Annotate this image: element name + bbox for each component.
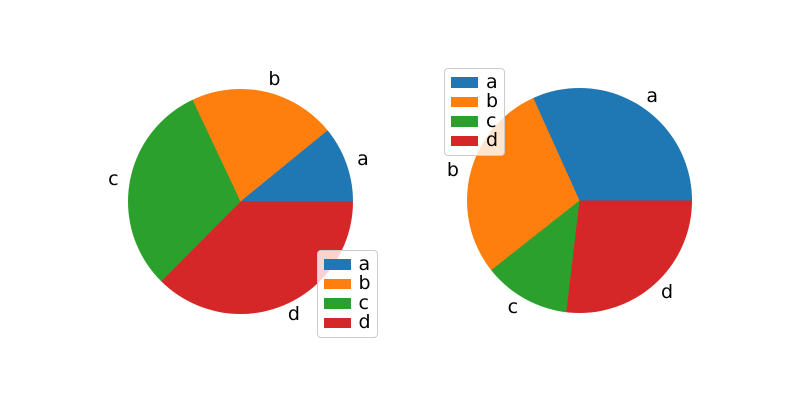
pie-left-legend-swatch-a	[323, 259, 351, 270]
pie-left-legend-item-a: a	[323, 252, 371, 275]
pie-left-legend-swatch-c	[323, 298, 351, 309]
pie-left-legend-label-b: b	[358, 272, 371, 295]
pie-right-legend-label-c: c	[486, 109, 497, 132]
pie-left-slice-label-c: c	[108, 167, 119, 190]
pie-left-legend-swatch-d	[323, 317, 351, 328]
pie-left-legend-item-c: c	[323, 291, 371, 314]
pie-right-legend-swatch-b	[451, 96, 478, 107]
pie-right-slice-label-a: a	[646, 84, 659, 107]
pie-right-legend-item-c: c	[451, 109, 498, 132]
pie-left-legend-label-c: c	[358, 291, 369, 314]
pie-right-legend-label-a: a	[486, 70, 498, 93]
pie-left-legend-item-b: b	[323, 272, 371, 295]
pie-right-legend-item-b: b	[451, 92, 498, 112]
pie-left-slice-label-d: d	[287, 303, 300, 326]
pie-right-legend-label-b: b	[486, 90, 499, 113]
pie-left-slice-label-a: a	[357, 147, 369, 170]
pie-right-legend-swatch-a	[451, 77, 478, 88]
pie-left-legend-swatch-b	[323, 278, 351, 289]
pie-left-legend-item-d: d	[323, 311, 371, 334]
pie-right-legend-item-d: d	[451, 131, 498, 151]
pie-right-slice-label-b: b	[446, 158, 459, 181]
pie-right-slice-label-d: d	[660, 281, 674, 304]
pie-left-legend-label-d: d	[358, 311, 371, 334]
pie-right-legend-swatch-c	[451, 116, 478, 127]
pie-right-slice-label-c: c	[507, 296, 519, 319]
pie-left-legend-label-a: a	[358, 252, 371, 275]
pie-right-legend-label-d: d	[486, 129, 499, 152]
pie-right-legend-swatch-d	[451, 135, 478, 146]
pie-right-legend-item-a: a	[451, 70, 498, 93]
pie-left-slice-label-b: b	[268, 68, 281, 91]
